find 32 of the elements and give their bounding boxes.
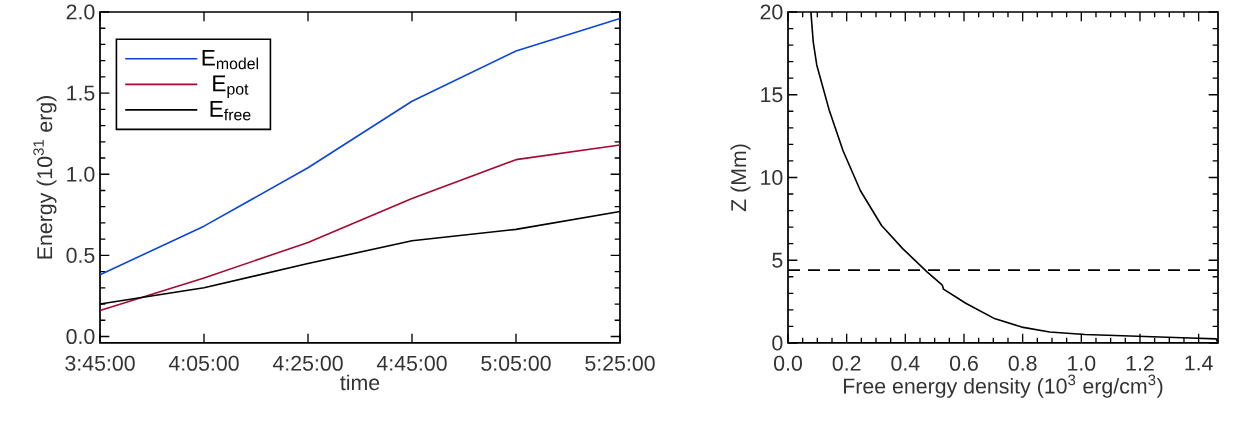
x-axis-title: time bbox=[340, 374, 380, 391]
x-tick-label: 1.0 bbox=[1068, 355, 1096, 371]
y-tick-label: 0.5 bbox=[66, 247, 95, 263]
legend-label: E$_{free}$ bbox=[210, 101, 251, 121]
x-tick-label: 1.4 bbox=[1185, 355, 1213, 371]
x-tick-label: 3:45:00 bbox=[65, 355, 135, 371]
legend-label: E$_{model}$ bbox=[202, 49, 259, 70]
y-tick-label: 0.0 bbox=[66, 328, 95, 345]
x-tick-label: 4:45:00 bbox=[376, 355, 447, 371]
line-series bbox=[99, 17, 621, 276]
x-tick-label: 1.2 bbox=[1126, 355, 1154, 371]
y-axis-title: Z (Mm) bbox=[730, 144, 751, 212]
x-tick-label: 4:05:00 bbox=[168, 355, 239, 371]
y-tick-label: 5 bbox=[772, 252, 783, 268]
y-tick-label: 1.0 bbox=[67, 166, 95, 182]
x-tick-label: 0.8 bbox=[1008, 355, 1037, 371]
x-tick-label: 0.4 bbox=[891, 355, 920, 371]
x-tick-label: 4:25:00 bbox=[272, 355, 343, 371]
line-series bbox=[99, 144, 621, 312]
x-axis-title: Free energy density (10$^{3}$ erg/cm$^{3}$) bbox=[844, 374, 1163, 398]
x-tick-label: 0.6 bbox=[950, 355, 978, 371]
legend-label: E$_{pot}$ bbox=[213, 75, 249, 98]
x-tick-label: 5:25:00 bbox=[585, 355, 655, 371]
y-tick-label: 10 bbox=[761, 169, 783, 186]
y-axis-title: Energy (10$^{31}$ erg) bbox=[33, 96, 57, 259]
y-tick-label: 20 bbox=[760, 4, 783, 20]
x-tick-label: 5:05:00 bbox=[481, 355, 551, 371]
x-tick-label: 0.2 bbox=[832, 355, 861, 371]
y-tick-label: 1.5 bbox=[67, 85, 95, 101]
y-tick-label: 2.0 bbox=[66, 4, 95, 20]
y-tick-label: 0 bbox=[772, 335, 783, 351]
y-tick-label: 15 bbox=[761, 87, 783, 103]
